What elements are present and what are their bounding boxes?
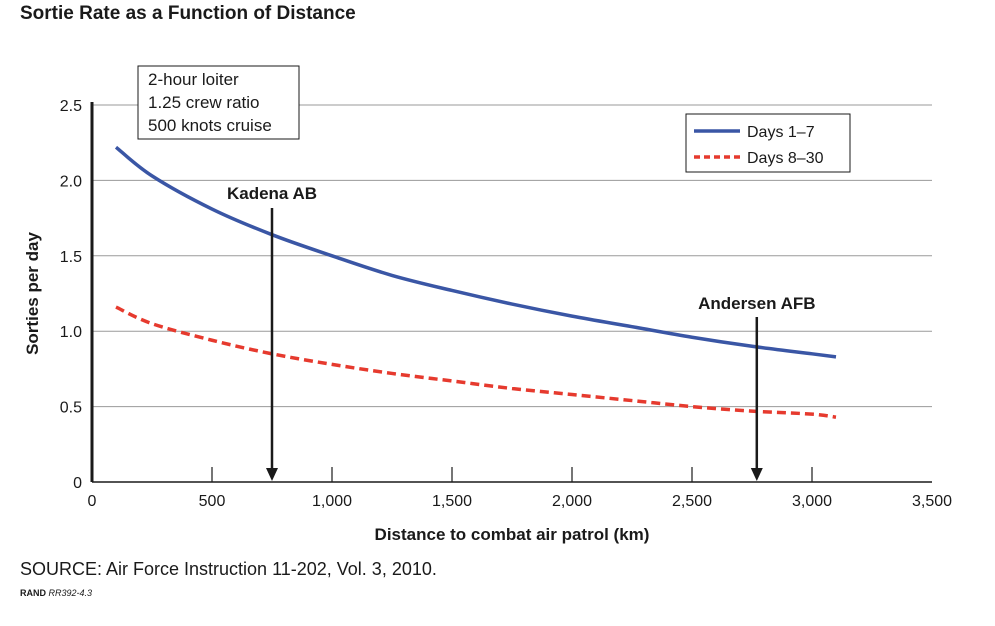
- x-tick-label: 500: [199, 493, 226, 510]
- x-tick-label: 3,000: [792, 493, 832, 510]
- x-tick-label: 1,000: [312, 493, 352, 510]
- series-line: [115, 305, 837, 419]
- source-note: SOURCE: Air Force Instruction 11-202, Vo…: [20, 559, 437, 579]
- x-axis-ticks: 0 500 1,000 1,500 2,000 2,500 3,000 3,500: [88, 467, 952, 510]
- y-axis-ticks: 0 0.5 1.0 1.5 2.0 2.5: [60, 98, 82, 492]
- x-tick-label: 0: [88, 493, 97, 510]
- note-line: 2-hour loiter: [148, 70, 239, 89]
- series-lines: [114, 145, 837, 419]
- chart-title: Sortie Rate as a Function of Distance: [20, 3, 356, 24]
- marker-arrowhead: [750, 468, 763, 481]
- y-tick-label: 0: [73, 475, 82, 492]
- y-tick-label: 0.5: [60, 400, 82, 417]
- credit-org: RAND: [20, 588, 46, 598]
- note-line: 500 knots cruise: [148, 116, 272, 135]
- marker-label: Andersen AFB: [698, 294, 815, 313]
- legend: Days 1–7 Days 8–30: [685, 113, 851, 173]
- location-markers: Kadena AB Andersen AFB: [227, 184, 816, 481]
- axes: [90, 102, 932, 483]
- figure-credit: RAND RR392-4.3: [20, 588, 92, 598]
- x-tick-label: 3,500: [912, 493, 952, 510]
- y-tick-label: 1.5: [60, 249, 82, 266]
- x-axis-label: Distance to combat air patrol (km): [375, 525, 650, 544]
- line-chart: 0 500 1,000 1,500 2,000 2,500 3,000 3,500 0 0.5 1…: [23, 65, 952, 544]
- marker-arrowhead: [266, 468, 278, 481]
- note-line: 1.25 crew ratio: [148, 93, 260, 112]
- x-tick-label: 1,500: [432, 493, 472, 510]
- marker-label: Kadena AB: [227, 184, 317, 203]
- credit-id: RR392-4.3: [48, 588, 93, 598]
- legend-label: Days 1–7: [747, 124, 815, 141]
- assumption-note: 2-hour loiter 1.25 crew ratio 500 knots cr…: [137, 65, 300, 140]
- y-tick-label: 1.0: [60, 324, 82, 341]
- y-axis-label: Sorties per day: [23, 232, 42, 355]
- x-tick-label: 2,000: [552, 493, 592, 510]
- y-tick-label: 2.0: [60, 173, 82, 190]
- x-tick-label: 2,500: [672, 493, 712, 510]
- legend-label: Days 8–30: [747, 150, 824, 167]
- grid-lines: [92, 104, 932, 408]
- legend-box: [685, 113, 851, 173]
- series-line: [114, 145, 837, 359]
- y-tick-label: 2.5: [60, 98, 82, 115]
- note-box: [137, 65, 300, 140]
